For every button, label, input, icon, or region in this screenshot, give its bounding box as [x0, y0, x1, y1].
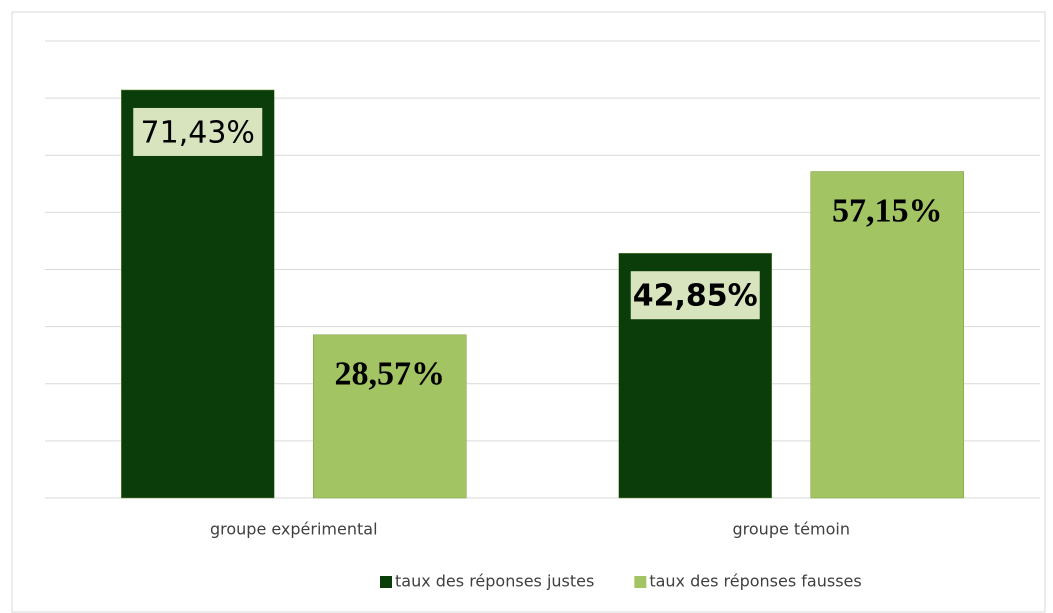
legend-swatch	[634, 576, 647, 588]
x-tick-label: groupe témoin	[733, 520, 850, 539]
legend-label: taux des réponses justes	[395, 572, 594, 591]
value-label: 57,15%	[832, 192, 943, 229]
legend-swatch	[380, 576, 392, 588]
value-label-box	[133, 107, 263, 156]
legend-label: taux des réponses fausses	[649, 572, 861, 591]
bar	[313, 334, 467, 499]
value-label: 71,43%	[141, 115, 255, 150]
bar	[810, 171, 964, 499]
x-tick-label: groupe expérimental	[210, 520, 378, 539]
value-label-box	[630, 271, 760, 320]
bar	[121, 89, 275, 499]
value-label: 42,85%	[633, 279, 758, 314]
value-label: 28,57%	[335, 356, 446, 393]
